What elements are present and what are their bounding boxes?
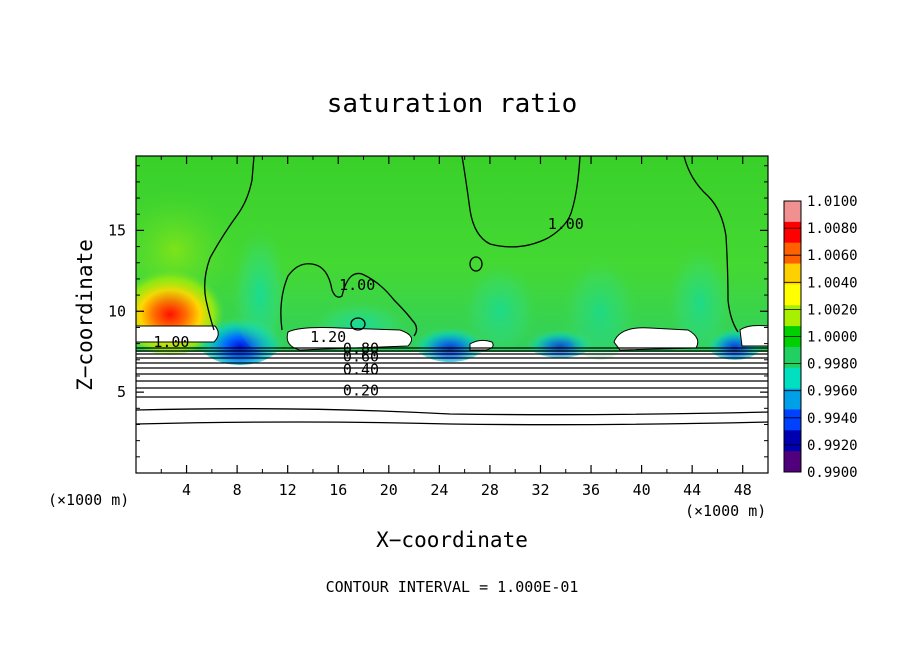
colorbar-label: 1.0000 bbox=[807, 330, 858, 346]
contour-1-00-right bbox=[683, 156, 739, 333]
plot-area: 1.00 1.00 1.00 1.200.800.600.40 0.20 bbox=[136, 156, 768, 473]
colorbar-band bbox=[784, 201, 801, 223]
colorbar-label: 0.9920 bbox=[807, 438, 858, 454]
colorbar-band bbox=[784, 263, 801, 285]
x-tick-label: 4 bbox=[182, 481, 191, 499]
x-unit-left: (×1000 m) bbox=[48, 491, 129, 509]
x-tick-label: 48 bbox=[734, 481, 752, 499]
y-tick-label: 5 bbox=[117, 383, 126, 401]
x-axis-ticks: 4 8 12 16 20 24 28 32 36 40 44 48 bbox=[160, 156, 752, 499]
contour-label: 1.00 bbox=[153, 333, 189, 351]
x-tick-label: 44 bbox=[683, 481, 701, 499]
cyan-plume-1 bbox=[230, 210, 290, 350]
contour-label: 1.20 bbox=[310, 328, 346, 346]
cyan-plume-4 bbox=[665, 230, 735, 350]
x-tick-label: 12 bbox=[279, 481, 297, 499]
colorbar-label: 1.0080 bbox=[807, 221, 858, 237]
x-axis-title: X−coordinate bbox=[376, 528, 528, 552]
colorbar-band bbox=[784, 346, 801, 369]
contour-small-loop-2 bbox=[350, 317, 366, 331]
colorbar-label: 0.9980 bbox=[807, 357, 858, 373]
x-tick-label: 32 bbox=[531, 481, 549, 499]
plot-frame bbox=[135, 155, 769, 474]
contour-lines bbox=[136, 156, 768, 426]
contour-interval-note: CONTOUR INTERVAL = 1.000E-01 bbox=[326, 578, 579, 596]
contour-0-10 bbox=[136, 408, 768, 416]
x-tick-label: 8 bbox=[233, 481, 242, 499]
contour-label: 1.00 bbox=[548, 215, 584, 233]
colorbar-band bbox=[784, 305, 801, 327]
contour-1-00-left bbox=[204, 156, 255, 331]
x-tick-label: 28 bbox=[481, 481, 499, 499]
cloud-patch-edge bbox=[739, 325, 768, 347]
contour-label: 0.80 bbox=[343, 339, 379, 357]
cloud-patch-right bbox=[613, 327, 699, 351]
colorbar-band bbox=[784, 242, 801, 265]
yellow-band-left bbox=[136, 190, 235, 310]
cyan-plume-2 bbox=[460, 250, 540, 350]
contour-label: 0.40 bbox=[343, 360, 379, 378]
cloud-patch-middle bbox=[286, 327, 413, 351]
x-tick-label: 36 bbox=[582, 481, 600, 499]
contour-0-00 bbox=[136, 421, 768, 426]
colorbar-label: 1.0040 bbox=[807, 275, 858, 291]
colorbar-label: 0.9940 bbox=[807, 411, 858, 427]
contour-label: 1.00 bbox=[339, 276, 375, 294]
colorbar: 1.0100 1.0080 1.0060 1.0040 1.0020 1.0000 0.99… bbox=[783, 194, 858, 481]
x-tick-label: 20 bbox=[380, 481, 398, 499]
colorbar-band bbox=[784, 451, 801, 473]
colorbar-band bbox=[784, 388, 801, 410]
y-axis-title: Z−coordinate bbox=[73, 239, 97, 391]
cloud-patch-left bbox=[136, 325, 219, 343]
colorbar-band bbox=[784, 430, 801, 452]
contour-label: 0.20 bbox=[343, 381, 379, 399]
y-axis-ticks: 5 10 15 bbox=[108, 165, 768, 458]
colorbar-band bbox=[784, 409, 801, 431]
cyan-plume-3 bbox=[560, 240, 640, 360]
y-tick-label: 10 bbox=[108, 302, 126, 320]
colorbar-band bbox=[784, 367, 801, 390]
chart-title: saturation ratio bbox=[327, 89, 577, 119]
x-unit-right: (×1000 m) bbox=[685, 502, 766, 520]
colorbar-label: 0.9900 bbox=[807, 465, 858, 481]
x-tick-label: 24 bbox=[430, 481, 448, 499]
contour-labels: 1.00 1.00 1.00 1.200.800.600.40 0.20 bbox=[153, 215, 584, 400]
colorbar-label: 1.0060 bbox=[807, 248, 858, 264]
contour-small-loop-1 bbox=[469, 256, 483, 272]
contour-label: 0.60 bbox=[343, 347, 379, 365]
y-tick-label: 15 bbox=[108, 221, 126, 239]
colorbar-band bbox=[784, 221, 801, 244]
lower-region bbox=[136, 352, 768, 473]
colorbar-label: 1.0100 bbox=[807, 194, 858, 210]
colorbar-band bbox=[784, 284, 801, 306]
contour-1-00-top bbox=[461, 156, 581, 248]
x-tick-label: 40 bbox=[633, 481, 651, 499]
colorbar-label: 0.9960 bbox=[807, 384, 858, 400]
colorbar-label: 1.0020 bbox=[807, 302, 858, 318]
x-tick-label: 16 bbox=[329, 481, 347, 499]
contour-1-00-mid bbox=[280, 263, 418, 337]
